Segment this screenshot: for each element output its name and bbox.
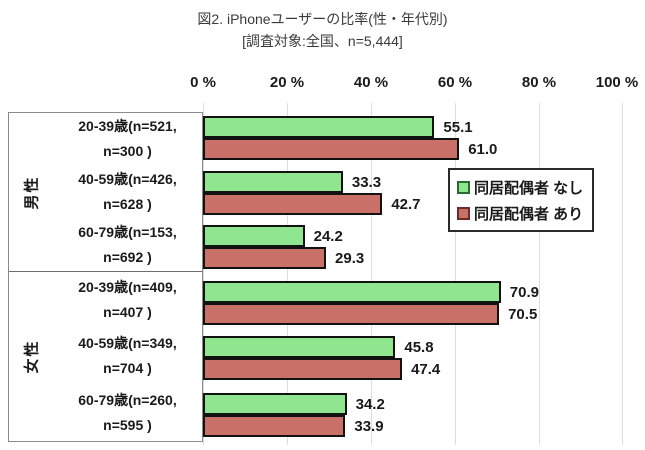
gridline	[203, 103, 204, 445]
chart-subtitle: [調査対象:全国、n=5,444]	[242, 33, 403, 49]
x-axis-tick: 20 %	[269, 74, 305, 91]
bar-value-label: 33.3	[351, 173, 382, 191]
bar-spouse-yes	[203, 138, 460, 160]
x-axis-tick: 100 %	[595, 74, 639, 91]
plot-area: 55.1 61.0 33.3 42.7 24.2 29.3 70.9	[203, 103, 623, 445]
bar-spouse-no	[203, 116, 435, 138]
bar-value-label: 45.8	[404, 338, 434, 356]
x-axis-tick: 60 %	[437, 74, 473, 91]
bar-value-label: 70.5	[508, 305, 538, 323]
legend-swatch-spouse-no	[457, 180, 470, 194]
section-female: 女性 20-39歳(n=409, n=407 ) 40-59歳(n=349, n…	[9, 272, 202, 441]
bar-spouse-yes	[203, 247, 327, 269]
gridline	[287, 103, 288, 445]
legend-item-spouse-yes: 同居配偶者 あり	[457, 200, 583, 226]
legend: 同居配偶者 なし 同居配偶者 あり	[448, 168, 595, 232]
bar-value-label: 42.7	[391, 195, 421, 213]
bar-spouse-no	[203, 393, 347, 415]
legend-swatch-spouse-yes	[457, 206, 470, 220]
bar-spouse-yes	[203, 358, 403, 380]
legend-label: 同居配偶者 あり	[474, 205, 584, 223]
bar-spouse-no	[203, 336, 396, 358]
bar-spouse-yes	[203, 303, 500, 325]
gridline	[455, 103, 456, 445]
age-group-label: 60-79歳(n=153, n=692 )	[78, 223, 177, 265]
legend-item-spouse-no: 同居配偶者 なし	[457, 174, 583, 200]
gender-label-male: 男性	[23, 174, 41, 210]
bar-spouse-no	[203, 281, 501, 303]
gridline	[371, 103, 372, 445]
bar-row: 45.8	[203, 336, 623, 358]
bar-row: 29.3	[203, 247, 623, 269]
bar-row: 70.5	[203, 303, 623, 325]
bar-row: 42.7	[203, 193, 623, 215]
gender-label-female: 女性	[23, 339, 41, 374]
bar-spouse-yes	[203, 193, 383, 215]
x-axis-tick: 80 %	[521, 74, 557, 91]
gridline	[622, 103, 623, 445]
bar-row: 33.9	[203, 415, 623, 437]
bar-value-label: 55.1	[443, 118, 473, 136]
age-group-label: 40-59歳(n=349, n=704 )	[78, 335, 177, 377]
section-male: 男性 20-39歳(n=521, n=300 ) 40-59歳(n=426, n…	[9, 113, 202, 272]
age-group-label: 20-39歳(n=521, n=300 )	[78, 118, 177, 160]
chart-title: 図2. iPhoneユーザーの比率(性・年代別)	[197, 11, 448, 27]
bar-value-label: 70.9	[509, 283, 539, 301]
bar-row: 34.2	[203, 393, 623, 415]
bar-value-label: 47.4	[411, 360, 441, 378]
legend-label: 同居配偶者 なし	[474, 179, 584, 197]
age-group-label: 40-59歳(n=426, n=628 )	[78, 171, 177, 212]
bar-value-label: 61.0	[468, 140, 498, 158]
bar-value-label: 34.2	[355, 395, 385, 413]
category-panel: 男性 20-39歳(n=521, n=300 ) 40-59歳(n=426, n…	[8, 112, 203, 442]
x-axis-tick: 40 %	[353, 74, 389, 91]
age-group-label: 60-79歳(n=260, n=595 )	[78, 391, 177, 433]
bar-row: 24.2	[203, 225, 623, 247]
bar-row: 61.0	[203, 138, 623, 160]
bar-row: 33.3	[203, 171, 623, 193]
bar-value-label: 24.2	[313, 227, 343, 245]
bar-value-label: 29.3	[335, 249, 365, 267]
bar-spouse-no	[203, 225, 305, 247]
bar-row: 55.1	[203, 116, 623, 138]
bar-spouse-yes	[203, 415, 346, 437]
x-axis-tick: 0 %	[190, 74, 216, 91]
bar-row: 47.4	[203, 358, 623, 380]
age-group-label: 20-39歳(n=409, n=407 )	[78, 279, 177, 321]
gridline	[539, 103, 540, 445]
bar-row: 70.9	[203, 281, 623, 303]
bar-value-label: 33.9	[354, 417, 384, 435]
bar-spouse-no	[203, 171, 343, 193]
